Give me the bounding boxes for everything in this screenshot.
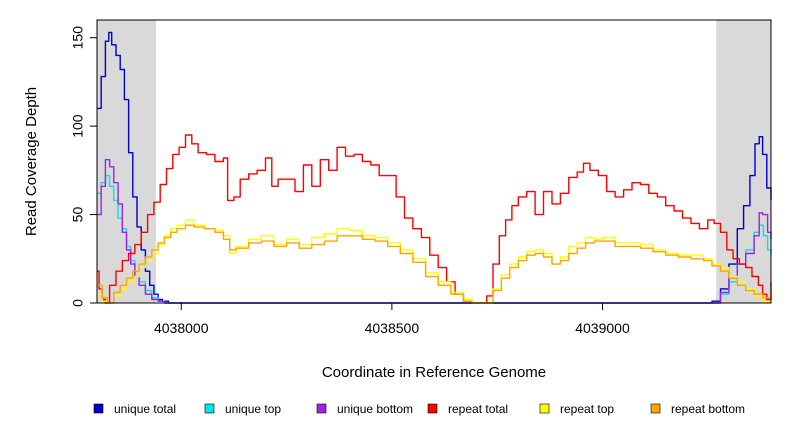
x-axis-title: Coordinate in Reference Genome xyxy=(322,364,546,381)
y-axis-title: Read Coverage Depth xyxy=(23,87,40,236)
legend-item-repeat-top: repeat top xyxy=(539,402,614,416)
series-lines xyxy=(97,31,772,304)
legend-label: repeat bottom xyxy=(671,402,745,416)
legend-swatch xyxy=(316,403,327,414)
x-axis: 4038000 4038500 4039000 xyxy=(154,302,630,336)
x-tick-label: 4038000 xyxy=(154,320,209,336)
legend-swatch xyxy=(204,403,215,414)
legend-item-unique-top: unique top xyxy=(204,402,281,416)
shaded-regions xyxy=(97,20,771,303)
legend-swatch xyxy=(650,403,661,414)
y-tick-label: 150 xyxy=(70,26,86,50)
y-tick-label: 0 xyxy=(70,299,86,307)
x-tick-label: 4038500 xyxy=(365,320,420,336)
legend-swatch xyxy=(427,403,438,414)
legend-label: unique total xyxy=(114,402,176,416)
series-line-repeat-total xyxy=(97,134,772,304)
series-line-unique-total xyxy=(97,31,772,304)
legend-label: unique bottom xyxy=(337,402,413,416)
x-tick-label: 4039000 xyxy=(575,320,630,336)
legend-label: unique top xyxy=(225,402,281,416)
legend-swatch xyxy=(539,403,550,414)
legend-item-unique-total: unique total xyxy=(93,402,176,416)
shaded-region-1 xyxy=(97,20,156,303)
series-line-repeat-top xyxy=(97,219,772,304)
y-tick-label: 100 xyxy=(70,114,86,138)
series-line-unique-top xyxy=(97,174,772,304)
y-axis: 0 50 100 150 xyxy=(70,26,98,307)
legend-item-unique-bottom: unique bottom xyxy=(316,402,413,416)
y-tick-label: 50 xyxy=(70,207,86,223)
legend-item-repeat-total: repeat total xyxy=(427,402,508,416)
legend-label: repeat top xyxy=(560,402,614,416)
legend-item-repeat-bottom: repeat bottom xyxy=(650,402,745,416)
shaded-region-2 xyxy=(716,20,771,303)
legend: unique total unique top unique bottom repea… xyxy=(93,402,745,416)
legend-label: repeat total xyxy=(448,402,508,416)
plot-area-frame xyxy=(96,19,772,304)
legend-swatch xyxy=(93,403,104,414)
series-line-unique-bottom xyxy=(97,159,772,304)
series-line-repeat-bottom xyxy=(97,224,772,304)
